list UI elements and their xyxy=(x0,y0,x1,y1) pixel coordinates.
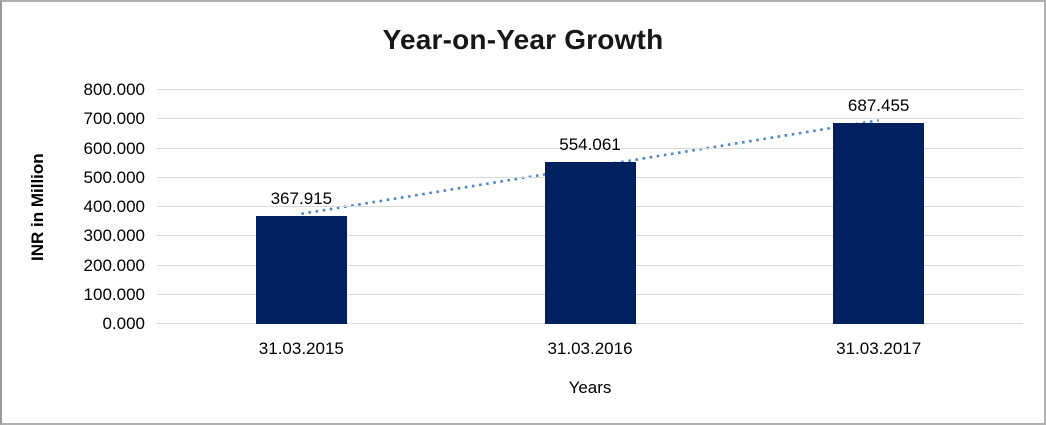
bar-value-label: 554.061 xyxy=(559,134,621,154)
y-tick-label: 800.000 xyxy=(83,80,145,99)
y-tick-label: 100.000 xyxy=(83,284,145,304)
x-axis-title: Years xyxy=(568,378,612,397)
y-axis-ticks: 0.000 100.000 200.000 300.000 400.000 500.000… xyxy=(2,80,145,333)
y-tick-label: 300.000 xyxy=(83,226,145,246)
gridline xyxy=(157,147,1023,149)
x-tick-label: 31.03.2016 xyxy=(547,339,633,358)
gridline xyxy=(157,89,1023,90)
bar-31.03.2015[interactable] xyxy=(255,216,347,324)
x-axis-ticks: 31.03.2015 31.03.2016 31.03.2017 xyxy=(157,339,1023,361)
y-tick-label: 400.000 xyxy=(83,197,145,216)
y-tick-label: 0.000 xyxy=(102,314,145,333)
x-tick-label: 31.03.2015 xyxy=(258,339,344,358)
y-tick-label: 700.000 xyxy=(83,109,145,129)
chart-title: Year-on-Year Growth xyxy=(382,24,664,55)
plot-area: 367.915 554.061 687.455 xyxy=(157,89,1023,324)
x-tick-label: 31.03.2017 xyxy=(836,339,922,358)
bar-value-label: 687.455 xyxy=(847,95,910,115)
y-tick-label: 200.000 xyxy=(83,255,145,275)
gridline xyxy=(157,118,1023,120)
bar-31.03.2016[interactable] xyxy=(544,161,636,324)
y-tick-label: 600.000 xyxy=(83,138,145,158)
y-tick-label: 500.000 xyxy=(83,167,145,187)
bar-value-label: 367.915 xyxy=(270,189,333,209)
bar-31.03.2017[interactable] xyxy=(833,122,925,324)
